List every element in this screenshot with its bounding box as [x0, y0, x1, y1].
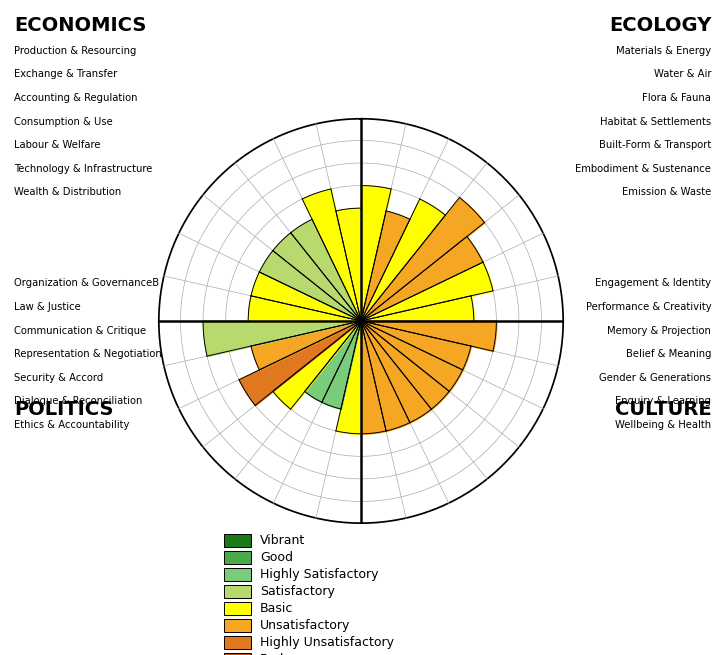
Text: Highly Satisfactory: Highly Satisfactory	[260, 568, 378, 581]
Text: Exchange & Transfer: Exchange & Transfer	[14, 69, 118, 79]
Text: Consumption & Use: Consumption & Use	[14, 117, 113, 126]
Text: Engagement & Identity: Engagement & Identity	[595, 278, 711, 288]
Text: Wellbeing & Health: Wellbeing & Health	[615, 420, 711, 430]
Text: Embodiment & Sustenance: Embodiment & Sustenance	[575, 164, 711, 174]
Text: Security & Accord: Security & Accord	[14, 373, 104, 383]
Text: ECOLOGY: ECOLOGY	[609, 16, 711, 35]
Text: Performance & Creativity: Performance & Creativity	[586, 302, 711, 312]
Text: Accounting & Regulation: Accounting & Regulation	[14, 93, 138, 103]
Text: Good: Good	[260, 551, 293, 564]
Text: Communication & Critique: Communication & Critique	[14, 326, 147, 335]
Text: Habitat & Settlements: Habitat & Settlements	[600, 117, 711, 126]
Text: Emission & Waste: Emission & Waste	[622, 187, 711, 197]
Text: Wealth & Distribution: Wealth & Distribution	[14, 187, 122, 197]
Text: Unsatisfactory: Unsatisfactory	[260, 619, 350, 632]
Text: Technology & Infrastructure: Technology & Infrastructure	[14, 164, 153, 174]
Text: Belief & Meaning: Belief & Meaning	[626, 349, 711, 359]
Text: Materials & Energy: Materials & Energy	[616, 46, 711, 56]
Text: Gender & Generations: Gender & Generations	[599, 373, 711, 383]
Text: Labour & Welfare: Labour & Welfare	[14, 140, 101, 150]
Text: Flora & Fauna: Flora & Fauna	[643, 93, 711, 103]
Text: Dialogue & Reconciliation: Dialogue & Reconciliation	[14, 396, 143, 406]
Text: POLITICS: POLITICS	[14, 400, 114, 419]
Text: Representation & Negotiation: Representation & Negotiation	[14, 349, 162, 359]
Text: Ethics & Accountability: Ethics & Accountability	[14, 420, 130, 430]
Text: CULTURE: CULTURE	[614, 400, 711, 419]
Text: Satisfactory: Satisfactory	[260, 585, 335, 598]
Text: Vibrant: Vibrant	[260, 534, 305, 547]
Text: Water & Air: Water & Air	[653, 69, 711, 79]
Text: Law & Justice: Law & Justice	[14, 302, 81, 312]
Text: Basic: Basic	[260, 602, 293, 615]
Text: Memory & Projection: Memory & Projection	[607, 326, 711, 335]
Text: Enquiry & Learning: Enquiry & Learning	[615, 396, 711, 406]
Text: Built-Form & Transport: Built-Form & Transport	[599, 140, 711, 150]
Text: Production & Resourcing: Production & Resourcing	[14, 46, 136, 56]
Text: Highly Unsatisfactory: Highly Unsatisfactory	[260, 636, 394, 649]
Text: ECONOMICS: ECONOMICS	[14, 16, 147, 35]
Text: Bad: Bad	[260, 653, 284, 655]
Text: Organization & GovernanceB: Organization & GovernanceB	[14, 278, 160, 288]
